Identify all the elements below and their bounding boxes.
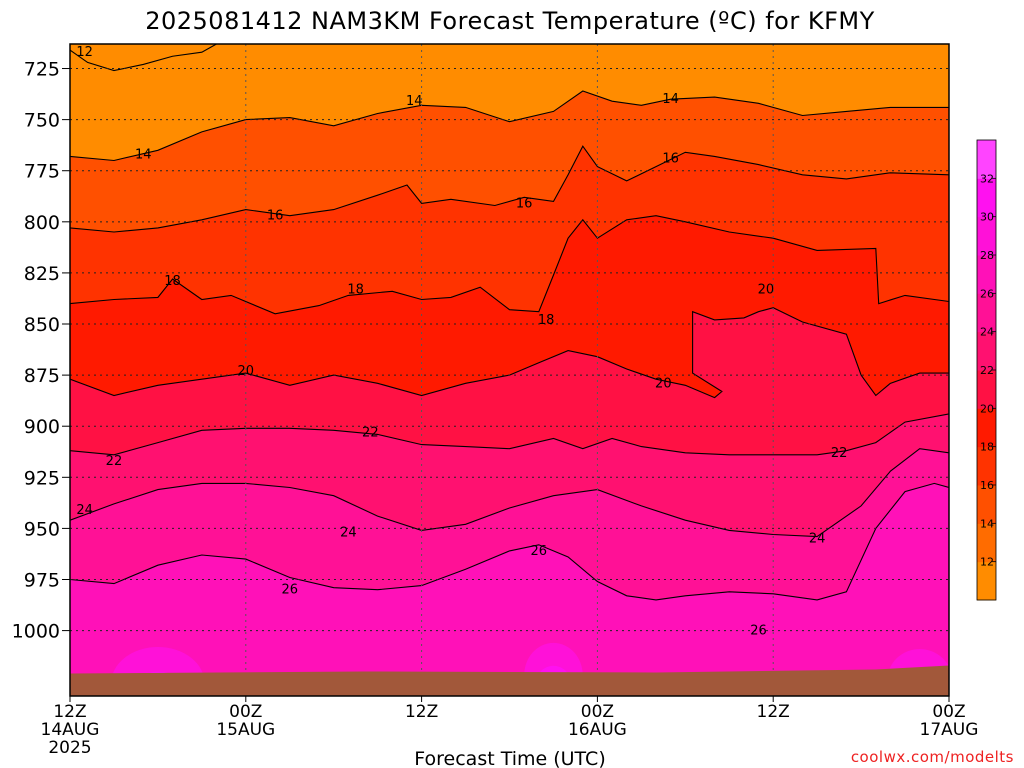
- colorbar-tick-label: 20: [980, 402, 994, 415]
- y-tick-label: 800: [24, 212, 60, 234]
- contour-label-18: 18: [347, 282, 364, 297]
- contour-12: [70, 44, 217, 72]
- contour-label-24: 24: [340, 525, 357, 540]
- contour-label-18: 18: [538, 313, 555, 328]
- colorbar-swatch: [977, 370, 996, 409]
- colorbar-swatch: [977, 255, 996, 294]
- y-tick-label: 875: [24, 365, 60, 387]
- x-tick-label: 12Z: [405, 702, 438, 722]
- colorbar-swatch: [977, 561, 996, 601]
- y-tick-label: 950: [24, 518, 60, 540]
- plot-frame: [69, 43, 950, 697]
- temperature-color-fill: [70, 44, 949, 696]
- colorbar-tick-label: 22: [980, 364, 994, 377]
- colorbar-tick-label: 30: [980, 211, 994, 224]
- chart-title: 2025081412 NAM3KM Forecast Temperature (…: [145, 7, 875, 35]
- colorbar-tick-label: 24: [980, 326, 994, 339]
- gridlines: [70, 44, 949, 696]
- colorbar-swatch: [977, 178, 996, 218]
- x-tick-label: 2025: [48, 738, 91, 758]
- colorbar: 12 14 16 18 20 22 24 26 28 30 32: [976, 139, 997, 601]
- contour-18: [70, 215, 949, 315]
- contour-label-20: 20: [655, 376, 672, 391]
- x-tick-label: 17AUG: [920, 720, 979, 740]
- y-tick-label: 925: [24, 467, 60, 489]
- credit-text: coolwx.com/modelts: [851, 748, 1014, 766]
- contour-label-16: 16: [516, 196, 533, 211]
- contour-label-22: 22: [106, 454, 123, 469]
- x-tick-label: 12Z: [757, 702, 790, 722]
- colorbar-swatch: [977, 216, 996, 256]
- y-tick-label: 775: [24, 161, 60, 183]
- colorbar-swatch: [977, 331, 996, 371]
- contour-24: [70, 448, 949, 538]
- y-tick-label: 750: [24, 110, 60, 132]
- x-tick-label: 00Z: [229, 702, 262, 722]
- contour-label-24: 24: [76, 503, 93, 518]
- contour-labels: 12 14 14 14 16 16 16 18 18 18 20 20 20 22 22 22 24 24 24 26…: [76, 45, 847, 638]
- contour-label-14: 14: [406, 94, 423, 109]
- contour-label-24: 24: [809, 532, 826, 547]
- contour-label-20: 20: [758, 282, 775, 297]
- terrain-ground: [70, 665, 949, 696]
- colorbar-swatch: [977, 446, 996, 486]
- x-tick-label: 12Z: [53, 702, 86, 722]
- colorbar-tick-label: 26: [980, 287, 994, 300]
- colorbar-swatch: [977, 140, 996, 179]
- x-tick-label: 00Z: [581, 702, 614, 722]
- colorbar-tick-label: 12: [980, 556, 994, 569]
- colorbar-tick-label: 32: [980, 172, 994, 185]
- colorbar-tick-label: 28: [980, 249, 994, 262]
- y-tick-label: 975: [24, 569, 60, 591]
- contour-label-14: 14: [135, 147, 152, 162]
- contour-14: [70, 90, 949, 162]
- y-tick-label: 825: [24, 263, 60, 285]
- plot-area: 12 14 14 14 16 16 16 18 18 18 20 20 20 22 22 22 24 24 24 26…: [70, 44, 949, 696]
- colorbar-tick-label: 18: [980, 441, 994, 454]
- x-tick-label: 14AUG: [41, 720, 100, 740]
- band-above-26: [70, 483, 949, 696]
- contour-label-22: 22: [831, 446, 848, 461]
- colorbar-tick-label: 16: [980, 479, 994, 492]
- y-axis-pressure: 725 750 775 800 825 850 875 900 925 950 975 1000: [12, 59, 70, 643]
- contour-label-16: 16: [267, 209, 284, 224]
- contour-lines: [70, 44, 949, 601]
- contour-26: [70, 482, 949, 601]
- contour-22: [70, 413, 949, 456]
- contour-label-16: 16: [662, 151, 679, 166]
- y-tick-label: 725: [24, 59, 60, 81]
- contour-16: [70, 145, 949, 233]
- contour-label-20: 20: [238, 364, 255, 379]
- contour-label-22: 22: [362, 425, 379, 440]
- contour-label-14: 14: [662, 92, 679, 107]
- x-axis-label: Forecast Time (UTC): [414, 748, 605, 768]
- colorbar-tick-label: 14: [980, 517, 994, 530]
- colorbar-swatch: [977, 523, 996, 563]
- contour-label-26: 26: [531, 544, 548, 559]
- y-tick-label: 850: [24, 314, 60, 336]
- contour-label-12: 12: [76, 45, 93, 60]
- colorbar-swatch: [977, 293, 996, 333]
- colorbar-swatch: [977, 485, 996, 524]
- contour-label-26: 26: [281, 583, 298, 598]
- y-tick-label: 1000: [12, 621, 60, 643]
- x-tick-label: 16AUG: [568, 720, 627, 740]
- contour-label-26: 26: [750, 624, 767, 639]
- y-tick-label: 900: [24, 416, 60, 438]
- contour-20: [70, 307, 949, 399]
- contour-label-18: 18: [164, 274, 181, 289]
- colorbar-swatch: [977, 408, 996, 448]
- x-tick-label: 15AUG: [216, 720, 275, 740]
- x-tick-label: 00Z: [932, 702, 965, 722]
